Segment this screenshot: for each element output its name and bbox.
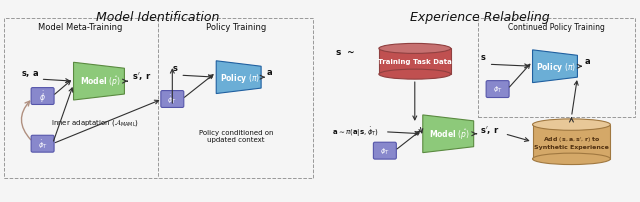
- FancyBboxPatch shape: [161, 91, 184, 108]
- Ellipse shape: [379, 44, 451, 54]
- Text: $\mathbf{s}$, $\mathbf{a}$: $\mathbf{s}$, $\mathbf{a}$: [20, 69, 38, 79]
- Text: Inner adaptation $(\mathcal{A}_\mathrm{MAML})$: Inner adaptation $(\mathcal{A}_\mathrm{M…: [51, 116, 139, 127]
- FancyBboxPatch shape: [486, 81, 509, 98]
- Text: $\mathbf{a}$: $\mathbf{a}$: [266, 67, 273, 76]
- Text: Model $(\hat{p})$: Model $(\hat{p})$: [429, 127, 470, 141]
- FancyBboxPatch shape: [31, 88, 54, 105]
- Text: Policy $(\pi)$: Policy $(\pi)$: [536, 60, 577, 73]
- FancyBboxPatch shape: [31, 136, 54, 152]
- Text: Policy $(\pi)$: Policy $(\pi)$: [220, 71, 260, 84]
- FancyBboxPatch shape: [373, 142, 396, 159]
- Bar: [379, 49, 451, 75]
- Polygon shape: [423, 115, 474, 153]
- Bar: [477, 18, 636, 117]
- Text: $\mathbf{s}$: $\mathbf{s}$: [480, 53, 486, 61]
- Polygon shape: [74, 63, 124, 101]
- Text: Model Identification: Model Identification: [95, 11, 219, 23]
- Polygon shape: [532, 50, 577, 83]
- Text: $\phi_T$: $\phi_T$: [380, 146, 390, 156]
- Text: $\mathbf{a} \sim \pi(\mathbf{a}|\mathbf{s}, \dot{\phi}_T)$: $\mathbf{a} \sim \pi(\mathbf{a}|\mathbf{…: [332, 124, 379, 138]
- Text: $\dot{\phi}_T$: $\dot{\phi}_T$: [167, 93, 177, 106]
- Text: Policy conditioned on
updated context: Policy conditioned on updated context: [199, 129, 273, 142]
- Polygon shape: [216, 61, 261, 94]
- Text: Continued Policy Training: Continued Policy Training: [508, 22, 605, 31]
- Text: $\mathbf{s}$: $\mathbf{s}$: [172, 63, 179, 72]
- Text: $\mathbf{a}$: $\mathbf{a}$: [584, 57, 591, 65]
- Text: $\mathbf{s}'$, $\mathbf{r}$: $\mathbf{s}'$, $\mathbf{r}$: [132, 70, 152, 82]
- Bar: [4, 18, 313, 179]
- Text: $\dot{\phi}_T$: $\dot{\phi}_T$: [38, 138, 47, 150]
- Text: Experience Relabeling: Experience Relabeling: [410, 11, 550, 23]
- Ellipse shape: [532, 119, 611, 131]
- Text: Policy Training: Policy Training: [206, 22, 266, 31]
- Bar: [532, 125, 611, 159]
- FancyArrowPatch shape: [21, 102, 31, 140]
- Text: Add $(\mathbf{s}, \mathbf{a}, \mathbf{s}^\prime, \mathbf{r})$ to: Add $(\mathbf{s}, \mathbf{a}, \mathbf{s}…: [543, 134, 600, 144]
- Text: $\phi_T$: $\phi_T$: [493, 85, 502, 95]
- Text: Synthetic Experience: Synthetic Experience: [534, 144, 609, 149]
- Text: Model $(\hat{p})$: Model $(\hat{p})$: [80, 75, 121, 89]
- Text: Model Meta-Training: Model Meta-Training: [38, 22, 123, 31]
- Text: $\mathbf{s}$  ~: $\mathbf{s}$ ~: [335, 48, 355, 57]
- Text: Training Task Data: Training Task Data: [378, 59, 452, 65]
- Text: $\dot{\phi}$: $\dot{\phi}$: [39, 89, 46, 104]
- Ellipse shape: [379, 70, 451, 80]
- Text: $\mathbf{s}'$, $\mathbf{r}$: $\mathbf{s}'$, $\mathbf{r}$: [479, 123, 499, 135]
- Ellipse shape: [532, 153, 611, 165]
